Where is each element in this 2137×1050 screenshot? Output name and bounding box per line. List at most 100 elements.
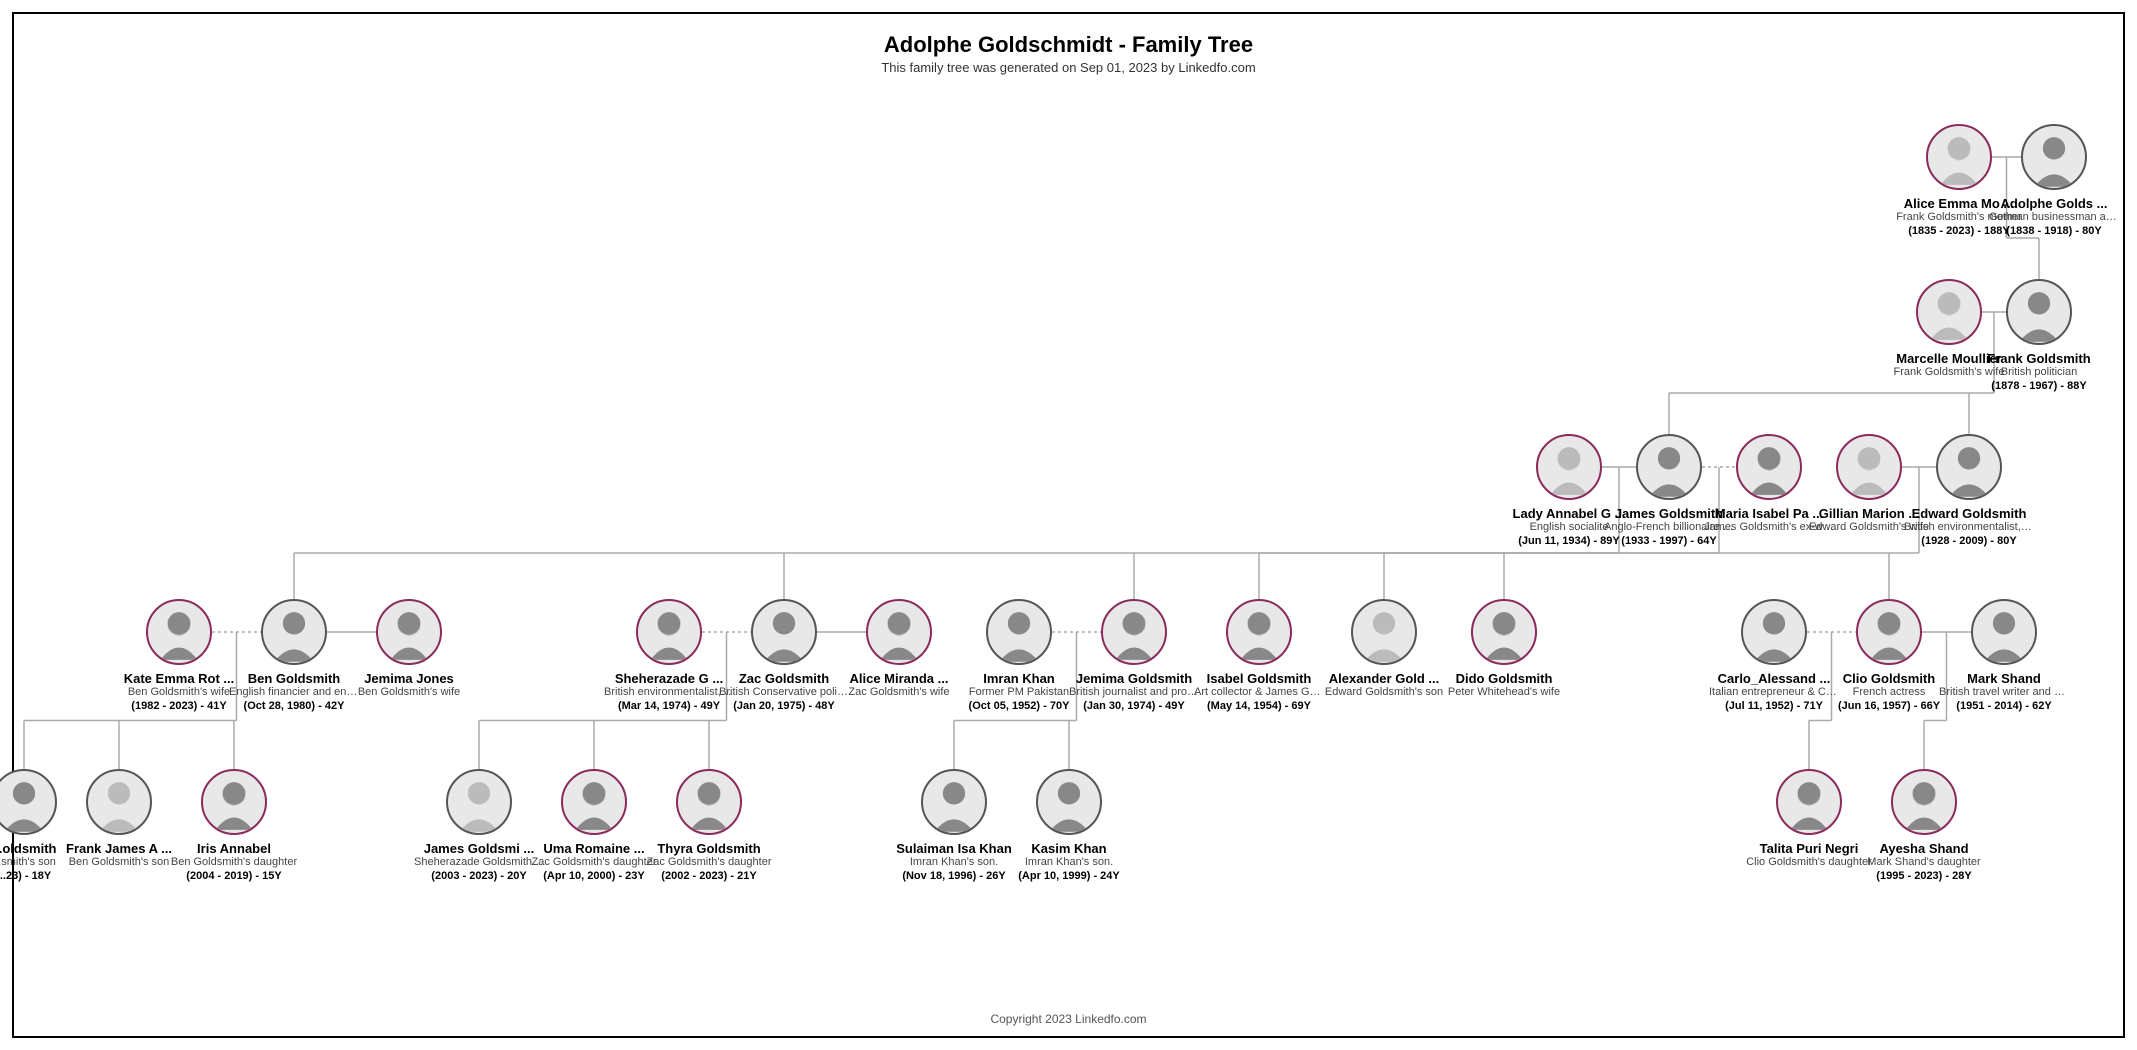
person-dates: (1878 - 1967) - 88Y (1974, 380, 2104, 392)
person-desc: Imran Khan's son. (889, 856, 1019, 869)
person-node-ayesha[interactable]: Ayesha Shand Mark Shand's daughter (1995… (1859, 769, 1989, 882)
person-name: Isabel Goldsmith (1194, 671, 1324, 686)
portrait (1471, 599, 1537, 665)
page-subtitle: This family tree was generated on Sep 01… (14, 60, 2123, 75)
portrait (921, 769, 987, 835)
male-silhouette-icon (88, 771, 150, 833)
person-desc: Zac Goldsmith's wife (834, 686, 964, 699)
person-node-mark_shand[interactable]: Mark Shand British travel writer and con… (1939, 599, 2069, 712)
person-node-adolphe[interactable]: Adolphe Golds ... German businessman and… (1989, 124, 2119, 237)
person-node-isabel_g[interactable]: Isabel Goldsmith Art collector & James G… (1194, 599, 1324, 712)
person-name: Iris Annabel (169, 841, 299, 856)
person-dates: (Mar 14, 1974) - 49Y (604, 700, 734, 712)
portrait (1226, 599, 1292, 665)
person-node-james_g_jr[interactable]: James Goldsmi ... Sheherazade Goldsmith'… (414, 769, 544, 882)
person-node-alexander_g[interactable]: Alexander Gold ... Edward Goldsmith's so… (1319, 599, 1449, 700)
person-dates: (1838 - 1918) - 80Y (1989, 225, 2119, 237)
person-node-kasim[interactable]: Kasim Khan Imran Khan's son. (Apr 10, 19… (1004, 769, 1134, 882)
portrait (1536, 434, 1602, 500)
female-silhouette-icon (1928, 126, 1990, 188)
person-node-sulaiman[interactable]: Sulaiman Isa Khan Imran Khan's son. (Nov… (889, 769, 1019, 882)
person-node-imran[interactable]: Imran Khan Former PM Pakistan (Oct 05, 1… (954, 599, 1084, 712)
person-desc: British Conservative politician and jour… (719, 686, 849, 699)
male-silhouette-icon (1973, 601, 2035, 663)
person-node-kate_emma[interactable]: Kate Emma Rot ... Ben Goldsmith's wife (… (114, 599, 244, 712)
person-name: Frank Goldsmith (1974, 351, 2104, 366)
person-dates: (Jan 30, 1974) - 49Y (1069, 700, 1199, 712)
portrait (561, 769, 627, 835)
person-node-iris_annabel[interactable]: Iris Annabel Ben Goldsmith's daughter (2… (169, 769, 299, 882)
person-node-edward_g[interactable]: Edward Goldsmith British environmentalis… (1904, 434, 2034, 547)
portrait (866, 599, 932, 665)
person-desc: British journalist and producer (1069, 686, 1199, 699)
person-name: James Goldsmi ... (414, 841, 544, 856)
female-silhouette-icon (1778, 771, 1840, 833)
person-node-dido_g[interactable]: Dido Goldsmith Peter Whitehead's wife (1439, 599, 1569, 700)
person-node-thyra_g[interactable]: Thyra Goldsmith Zac Goldsmith's daughter… (644, 769, 774, 882)
person-desc: British travel writer and conservationis… (1939, 686, 2069, 699)
footer: Copyright 2023 Linkedfo.com (14, 1012, 2123, 1026)
person-desc: French actress (1824, 686, 1954, 699)
person-node-frank_g[interactable]: Frank Goldsmith British politician (1878… (1974, 279, 2104, 392)
portrait (146, 599, 212, 665)
person-dates: (Nov 18, 1996) - 26Y (889, 870, 1019, 882)
female-silhouette-icon (1473, 601, 1535, 663)
portrait (1856, 599, 1922, 665)
person-node-frank_james[interactable]: Frank James A ... Ben Goldsmith's son (54, 769, 184, 870)
portrait (1916, 279, 1982, 345)
male-silhouette-icon (988, 601, 1050, 663)
person-node-jemima_jones[interactable]: Jemima Jones Ben Goldsmith's wife (344, 599, 474, 700)
person-desc: Zac Goldsmith's daughter (644, 856, 774, 869)
portrait (1776, 769, 1842, 835)
person-dates: (May 14, 1954) - 69Y (1194, 700, 1324, 712)
portrait (1736, 434, 1802, 500)
portrait (1636, 434, 1702, 500)
person-dates: (Apr 10, 2000) - 23Y (529, 870, 659, 882)
person-name: Sulaiman Isa Khan (889, 841, 1019, 856)
portrait (636, 599, 702, 665)
person-desc: German businessman and art collector (1989, 211, 2119, 224)
person-name: Uma Romaine ... (529, 841, 659, 856)
female-silhouette-icon (1228, 601, 1290, 663)
portrait (1836, 434, 1902, 500)
person-name: Jemima Jones (344, 671, 474, 686)
male-silhouette-icon (1038, 771, 1100, 833)
person-name: Alexander Gold ... (1319, 671, 1449, 686)
person-node-talita[interactable]: Talita Puri Negri Clio Goldsmith's daugh… (1744, 769, 1874, 870)
person-name: Sheherazade G ... (604, 671, 734, 686)
female-silhouette-icon (1538, 436, 1600, 498)
person-dates: (1951 - 2014) - 62Y (1939, 700, 2069, 712)
person-name: Clio Goldsmith (1824, 671, 1954, 686)
person-node-ben_g[interactable]: Ben Goldsmith English financier and envi… (229, 599, 359, 712)
person-node-zac_g[interactable]: Zac Goldsmith British Conservative polit… (719, 599, 849, 712)
person-dates: (1933 - 1997) - 64Y (1604, 535, 1734, 547)
female-silhouette-icon (638, 601, 700, 663)
person-desc: Mark Shand's daughter (1859, 856, 1989, 869)
female-silhouette-icon (378, 601, 440, 663)
person-desc: Ben Goldsmith's son (54, 856, 184, 869)
person-node-carlo[interactable]: Carlo_Alessand ... Italian entrepreneur … (1709, 599, 1839, 712)
portrait (0, 769, 57, 835)
person-node-sheherazade[interactable]: Sheherazade G ... British environmentali… (604, 599, 734, 712)
person-desc: Art collector & James Goldsmith's daught… (1194, 686, 1324, 699)
person-node-clio_g[interactable]: Clio Goldsmith French actress (Jun 16, 1… (1824, 599, 1954, 712)
portrait (261, 599, 327, 665)
male-silhouette-icon (1938, 436, 2000, 498)
person-node-jemima_g[interactable]: Jemima Goldsmith British journalist and … (1069, 599, 1199, 712)
person-desc: British politician (1974, 366, 2104, 379)
female-silhouette-icon (868, 601, 930, 663)
person-name: Imran Khan (954, 671, 1084, 686)
person-dates: (Jul 11, 1952) - 71Y (1709, 700, 1839, 712)
portrait (1036, 769, 1102, 835)
person-dates: (Oct 28, 1980) - 42Y (229, 700, 359, 712)
page-title: Adolphe Goldschmidt - Family Tree (14, 32, 2123, 58)
person-node-alice_miranda[interactable]: Alice Miranda ... Zac Goldsmith's wife (834, 599, 964, 700)
portrait (1741, 599, 1807, 665)
person-desc: Italian entrepreneur & Clio Goldsmith's … (1709, 686, 1839, 699)
male-silhouette-icon (2023, 126, 2085, 188)
female-silhouette-icon (203, 771, 265, 833)
person-name: Kate Emma Rot ... (114, 671, 244, 686)
person-node-uma_romaine[interactable]: Uma Romaine ... Zac Goldsmith's daughter… (529, 769, 659, 882)
person-desc: British environmentalist, philanthropist (604, 686, 734, 699)
person-desc: Edward Goldsmith's son (1319, 686, 1449, 699)
